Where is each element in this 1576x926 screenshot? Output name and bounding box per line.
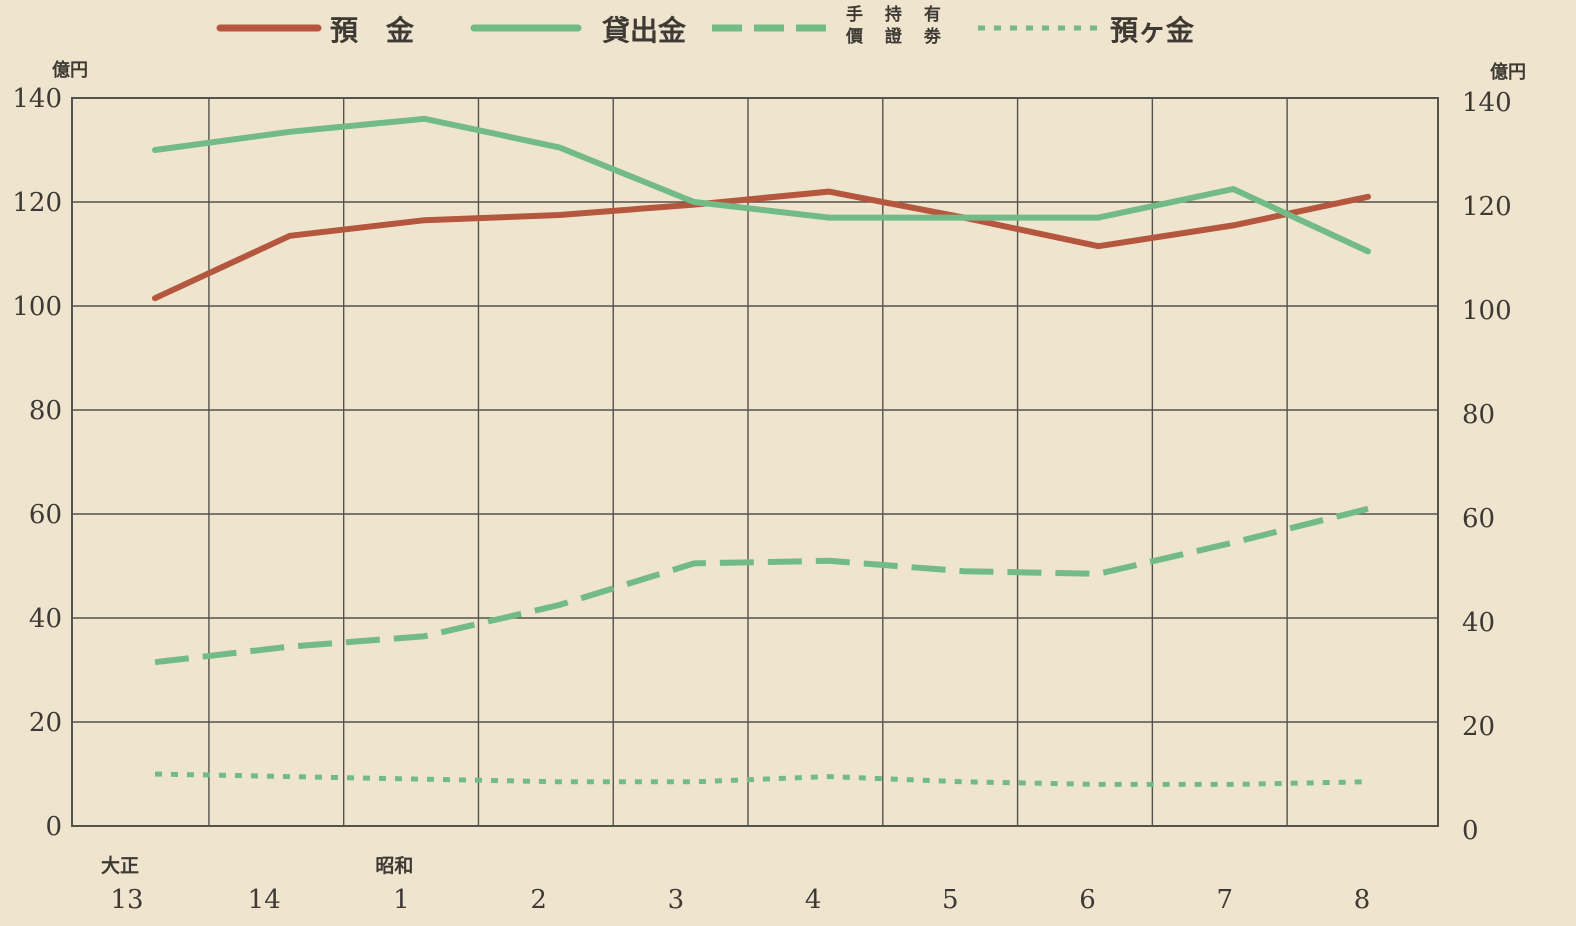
y-tick-label-left: 40 — [29, 604, 62, 634]
y-tick-label-right: 140 — [1462, 88, 1512, 118]
x-tick-label: 5 — [942, 885, 959, 915]
x-tick-label: 7 — [1217, 885, 1234, 915]
x-tick-label: 6 — [1079, 885, 1096, 915]
legend-label-0: 預 金 — [330, 14, 415, 47]
x-tick-label: 2 — [530, 885, 547, 915]
legend-label-1: 貸出金 — [602, 14, 687, 47]
y-tick-label-left: 120 — [12, 188, 62, 218]
y-axis-label-left: 億円 — [52, 59, 88, 81]
legend-label-3: 預ヶ金 — [1110, 14, 1195, 47]
y-tick-label-left: 20 — [29, 708, 62, 738]
legend: 預 金 貸出金 手 持 有價 證 劵 預ヶ金 — [216, 4, 1195, 47]
series-line-0 — [152, 188, 1371, 302]
plot-frame — [71, 97, 1439, 827]
y-tick-label-left: 60 — [29, 500, 62, 530]
x-tick-label: 14 — [248, 885, 281, 915]
series-line-1 — [152, 115, 1371, 255]
legend-label-2-line-0: 手 持 有 — [846, 4, 949, 25]
x-tick-label: 4 — [805, 885, 822, 915]
series-line-3 — [154, 771, 1369, 787]
x-tick-label: 3 — [668, 885, 685, 915]
x-era-label: 昭和 — [375, 854, 413, 877]
x-era-label: 大正 — [101, 854, 139, 877]
y-tick-label-right: 40 — [1462, 608, 1495, 638]
y-tick-label-left: 0 — [45, 812, 62, 842]
y-tick-label-left: 140 — [12, 84, 62, 114]
legend-label-2-line-1: 價 證 劵 — [845, 26, 949, 47]
y-tick-label-left: 100 — [12, 292, 62, 322]
x-tick-label: 1 — [393, 885, 410, 915]
x-tick-label: 8 — [1354, 885, 1371, 915]
series-line-2 — [154, 505, 1369, 666]
y-tick-label-right: 120 — [1462, 192, 1512, 222]
series — [152, 115, 1371, 787]
y-tick-label-right: 60 — [1462, 504, 1495, 534]
y-tick-label-right: 100 — [1462, 296, 1512, 326]
y-tick-label-left: 80 — [29, 396, 62, 426]
y-axis-label-right: 億円 — [1490, 61, 1526, 83]
y-tick-label-right: 0 — [1462, 816, 1479, 846]
x-tick-label: 13 — [110, 885, 143, 915]
y-tick-label-right: 80 — [1462, 400, 1495, 430]
y-tick-label-right: 20 — [1462, 712, 1495, 742]
